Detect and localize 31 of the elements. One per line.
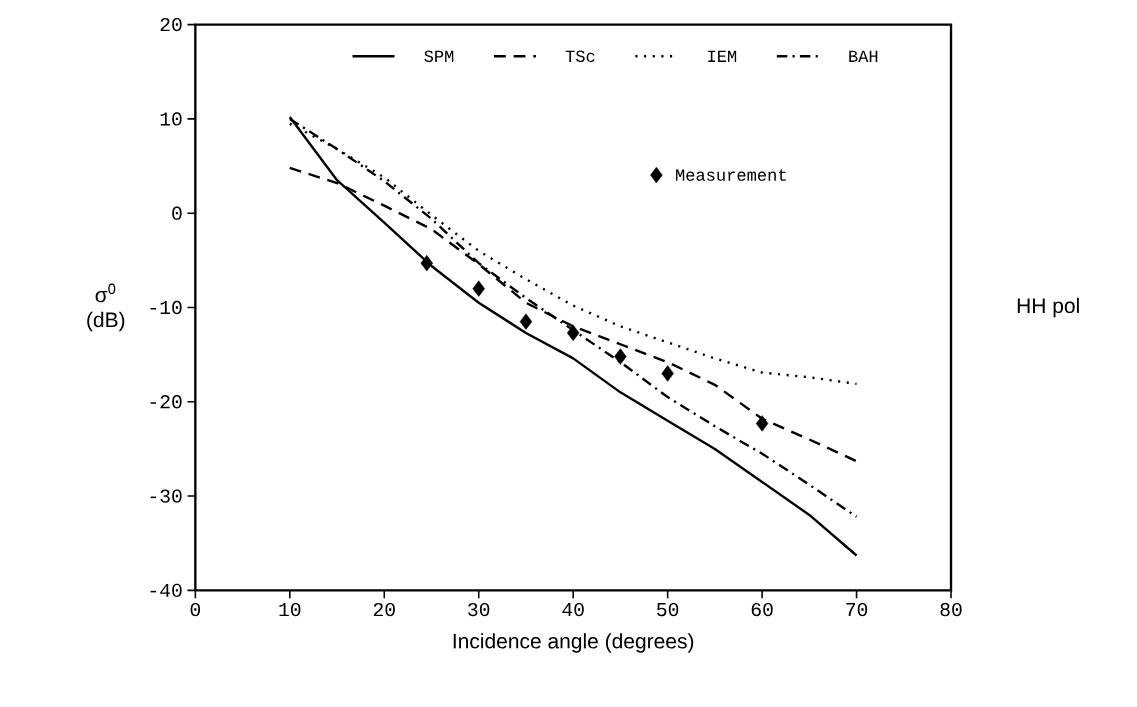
y-tick-label: -30 <box>150 489 182 503</box>
x-tick-label: 40 <box>562 602 584 616</box>
point <box>519 313 533 330</box>
point <box>614 348 627 365</box>
point <box>567 324 580 341</box>
point <box>661 365 674 382</box>
x-tick-label: 20 <box>373 602 395 616</box>
x-axis-title: Incidence angle (degrees) <box>453 632 694 653</box>
x-tick-label: 30 <box>468 602 490 616</box>
x-tick-label: 10 <box>279 602 301 616</box>
y-tick-label: -20 <box>150 394 182 409</box>
y-tick-label: 10 <box>160 111 182 126</box>
y-tick-label: -10 <box>150 300 182 314</box>
y-tick-label: -40 <box>150 583 182 597</box>
legend-label: BAH <box>849 50 878 62</box>
y-tick-label: 0 <box>172 206 182 220</box>
legend-label: Measurement <box>676 169 786 181</box>
x-tick-label: 80 <box>940 602 962 616</box>
point <box>755 415 769 432</box>
legend-label: TSc <box>565 50 595 62</box>
legend-label: SPM <box>424 50 454 62</box>
text: HH pol <box>1017 297 1079 318</box>
x-tick-label: 70 <box>846 602 868 616</box>
point <box>420 254 433 272</box>
x-tick-label: 50 <box>657 602 679 616</box>
legend-label: IEM <box>708 50 737 62</box>
x-tick-label: 60 <box>751 602 773 616</box>
x-tick-label: 0 <box>190 602 201 616</box>
text: σ$^{0}$ (dB) <box>87 283 125 332</box>
y-tick-label: 20 <box>160 17 182 32</box>
point <box>472 280 485 297</box>
